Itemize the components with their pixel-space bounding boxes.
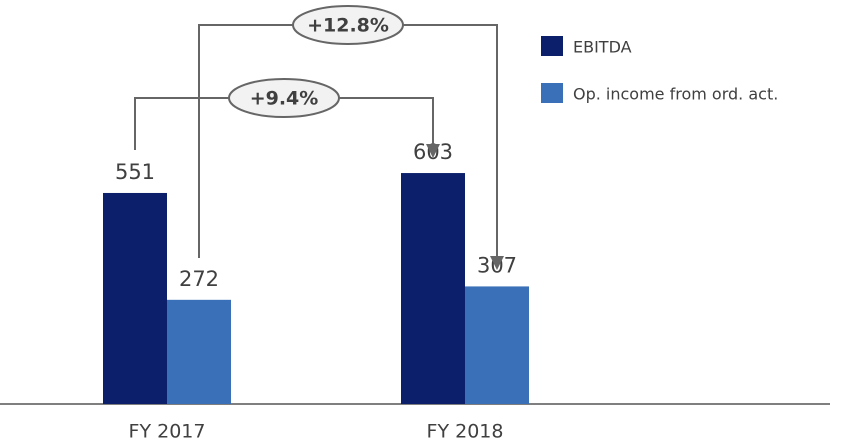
- arrow-head: [490, 256, 504, 270]
- bar: [103, 192, 167, 404]
- x-tick-label: FY 2018: [427, 421, 504, 443]
- value-label: 272: [179, 267, 219, 291]
- annotation: +9.4%: [250, 88, 319, 110]
- annotation-bubble: [292, 5, 404, 45]
- value-label: 551: [115, 160, 155, 184]
- annotation-bubble: [228, 78, 340, 118]
- annotation: +12.8%: [307, 15, 389, 37]
- arrow-head: [426, 144, 440, 158]
- bar: [167, 299, 231, 404]
- bar: [401, 173, 465, 404]
- bar: [465, 286, 529, 404]
- legend-label: Op. income from ord. act.: [573, 85, 778, 104]
- legend-swatch: [541, 83, 563, 103]
- legend-label: EBITDA: [573, 38, 632, 57]
- legend-swatch: [541, 36, 563, 56]
- x-tick-label: FY 2017: [129, 421, 206, 443]
